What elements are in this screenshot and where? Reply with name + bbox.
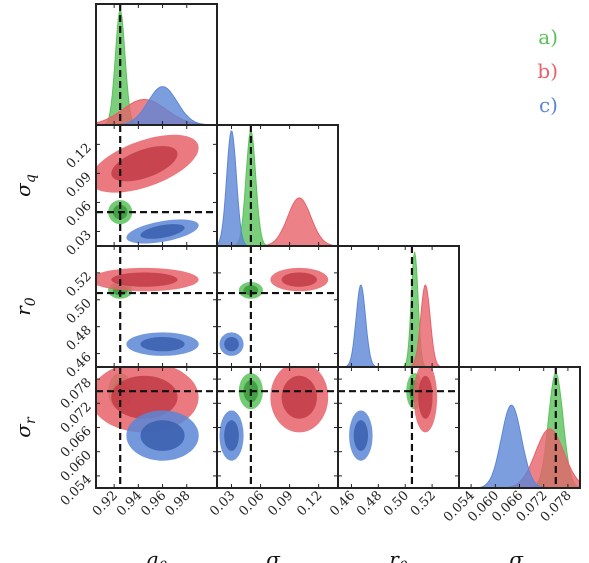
contour-r0-vs-sigma_q-series-2-level-1 <box>224 337 239 352</box>
y-tick-label-r0: 0.50 <box>64 296 95 327</box>
x-tick-label-q0: 0.92 <box>90 488 121 519</box>
contour-r0-vs-q0-series-2-level-1 <box>140 337 185 352</box>
y-axis-label-subscript: 0 <box>23 297 39 306</box>
panel-sigma_r-vs-sigma_r <box>459 367 580 488</box>
x-axis-label-q0: q0 <box>146 547 168 563</box>
legend-entry-2: c) <box>539 93 558 117</box>
x-tick-label-r0: 0.52 <box>408 488 439 519</box>
x-axis-label-subscript: 0 <box>158 559 167 563</box>
legend: a) b) c) <box>537 25 558 117</box>
contour-sigma_r-vs-sigma_q-series-2-level-1 <box>224 420 239 451</box>
contour-sigma_r-vs-sigma_q-series-1-level-1 <box>281 375 317 419</box>
x-axis-label-sigma_r: σr <box>509 547 531 563</box>
x-axis-label-symbol: q <box>146 547 159 563</box>
panel-r0-vs-r0 <box>338 246 459 367</box>
contour-r0-vs-q0-series-1-level-1 <box>111 272 178 287</box>
x-tick-label-q0: 0.96 <box>138 488 169 519</box>
y-axis-label-symbol: σ <box>11 423 35 438</box>
legend-entry-0: a) <box>538 25 558 49</box>
panel-sigma_q-vs-q0 <box>96 125 217 246</box>
x-axis-label-symbol: σ <box>266 547 281 563</box>
panel-sigma_r-vs-sigma_q <box>217 367 338 488</box>
x-tick-label-sigma_q: 0.06 <box>236 488 267 519</box>
y-tick-label-r0: 0.52 <box>64 269 95 300</box>
panel-layer <box>96 4 580 488</box>
y-tick-label-sigma_q: 0.12 <box>64 141 95 172</box>
y-axis-label-sigma_q: σq <box>11 174 39 197</box>
x-tick-label-r0: 0.46 <box>327 488 358 519</box>
marginal-sigma_q-series-1 <box>217 197 338 246</box>
x-tick-label-q0: 0.98 <box>162 488 193 519</box>
x-tick-label-sigma_q: 0.03 <box>207 488 238 519</box>
y-tick-label-r0: 0.48 <box>64 323 95 354</box>
tick-layer <box>96 4 569 488</box>
x-axis-label-r0: r0 <box>389 547 408 563</box>
y-axis-label-sigma_r: σr <box>11 416 39 438</box>
x-axis-label-symbol: r <box>389 547 400 563</box>
y-axis-label-r0: r0 <box>11 297 39 316</box>
y-axis-label-subscript: q <box>23 174 39 183</box>
x-tick-label-r0: 0.48 <box>354 488 385 519</box>
x-axis-label-subscript: 0 <box>399 559 408 563</box>
contour-sigma_q-vs-q0-series-2-level-1 <box>140 224 185 239</box>
x-axis-label-symbol: σ <box>509 547 524 563</box>
y-axis-label-subscript: r <box>23 416 39 424</box>
contour-sigma_r-vs-r0-series-2-level-1 <box>353 420 368 451</box>
y-axis-label-symbol: r <box>11 305 35 316</box>
x-tick-label-sigma_q: 0.09 <box>265 488 296 519</box>
x-tick-label-q0: 0.94 <box>114 488 145 519</box>
panel-sigma_r-vs-r0 <box>338 367 459 488</box>
x-tick-label-sigma_q: 0.12 <box>294 488 325 519</box>
panel-r0-vs-sigma_q <box>217 246 338 367</box>
y-tick-label-sigma_q: 0.09 <box>64 170 95 201</box>
x-axis-label-sigma_q: σq <box>266 547 289 563</box>
legend-entry-1: b) <box>537 59 558 83</box>
x-axis-label-subscript: r <box>523 559 531 563</box>
panel-q0-vs-q0 <box>96 4 217 125</box>
y-tick-label-sigma_q: 0.06 <box>64 199 95 230</box>
marginal-q0-series-0 <box>96 8 217 125</box>
panel-r0-vs-q0 <box>96 246 217 367</box>
y-tick-label-sigma_q: 0.03 <box>64 228 95 259</box>
y-tick-label-r0: 0.46 <box>64 350 95 381</box>
marginal-r0-series-2 <box>338 284 459 367</box>
contour-sigma_q-vs-q0-series-1-level-1 <box>111 146 178 182</box>
marginal-sigma_q-series-2 <box>217 130 338 246</box>
x-tick-label-r0: 0.50 <box>381 488 412 519</box>
contour-r0-vs-sigma_q-series-1-level-1 <box>281 272 317 287</box>
contour-sigma_r-vs-q0-series-1-level-1 <box>111 375 178 419</box>
contour-sigma_r-vs-q0-series-2-level-1 <box>140 420 185 451</box>
x-axis-label-subscript: q <box>280 559 289 563</box>
contour-sigma_r-vs-r0-series-1-level-1 <box>418 375 433 419</box>
panel-sigma_r-vs-q0 <box>96 367 217 488</box>
panel-sigma_q-vs-sigma_q <box>217 125 338 246</box>
y-axis-label-symbol: σ <box>11 182 35 197</box>
